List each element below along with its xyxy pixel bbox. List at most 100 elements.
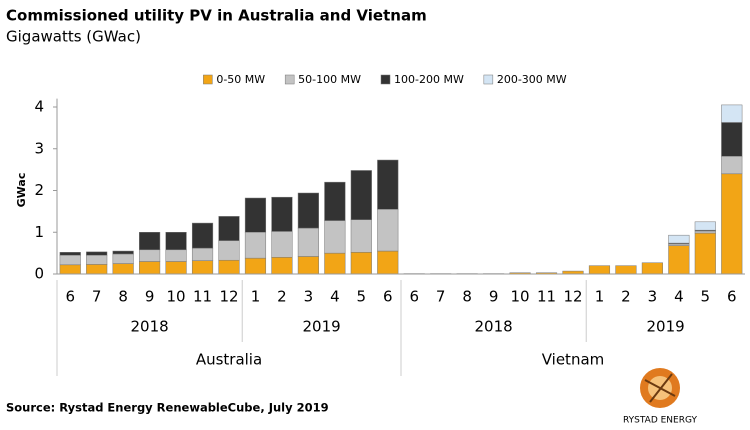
x-tick-label: 10 <box>511 288 530 306</box>
bar-segment <box>271 196 293 232</box>
bar-segment <box>86 251 108 256</box>
legend-label: 100-200 MW <box>394 73 464 86</box>
legend-label: 200-300 MW <box>497 73 567 86</box>
bar-segment <box>694 232 716 275</box>
logo <box>640 368 680 408</box>
legend-swatch <box>380 74 391 85</box>
bar-segment <box>112 253 134 264</box>
y-tick-label: 2 <box>34 181 44 199</box>
logo-lines <box>644 373 676 403</box>
source: Source: Rystad Energy RenewableCube, Jul… <box>6 401 329 415</box>
y-axis-label: GWac <box>15 173 28 208</box>
bar-segment <box>641 262 663 275</box>
y-tick-label: 3 <box>34 139 44 157</box>
bar-segment <box>139 261 161 275</box>
bar-segment <box>59 252 81 256</box>
bar-segment <box>165 261 187 275</box>
x-tick-label: 6 <box>65 288 75 306</box>
bar-segment <box>721 122 743 157</box>
bar-segment <box>350 170 372 220</box>
x-tick-label: 5 <box>357 288 367 306</box>
year-label: 2019 <box>647 318 685 336</box>
bar-segment <box>244 232 267 259</box>
group-label: Vietnam <box>542 351 605 369</box>
x-tick-label: 4 <box>330 288 340 306</box>
bar-segment <box>271 231 293 258</box>
x-tick-label: 6 <box>383 288 393 306</box>
bar-segment <box>668 245 690 275</box>
x-tick-label: 1 <box>595 288 605 306</box>
y-tick-label: 0 <box>34 265 44 283</box>
bar-segment <box>165 249 187 262</box>
year-label: 2018 <box>475 318 513 336</box>
x-tick-label: 11 <box>537 288 556 306</box>
y-tick-label: 1 <box>34 223 44 241</box>
x-tick-label: 7 <box>92 288 102 306</box>
bar-segment <box>218 259 240 275</box>
bar-segment <box>721 104 743 123</box>
bar-segment <box>588 265 611 275</box>
x-tick-label: 10 <box>167 288 186 306</box>
x-tick-label: 4 <box>674 288 684 306</box>
legend-label: 0-50 MW <box>216 73 265 86</box>
bar-segment <box>112 250 134 255</box>
x-tick-label: 1 <box>251 288 261 306</box>
bar-segment <box>59 264 81 275</box>
bar-segment <box>191 222 214 249</box>
legend-swatch <box>284 74 295 85</box>
bar-segment <box>324 252 346 275</box>
bar-segment <box>112 263 134 275</box>
x-tick-label: 8 <box>462 288 472 306</box>
bar-segment <box>297 256 319 275</box>
bar-segment <box>377 209 399 252</box>
x-tick-label: 3 <box>304 288 314 306</box>
bar-segment <box>139 249 161 262</box>
bar-segment <box>350 219 372 253</box>
bar-segment <box>350 252 372 275</box>
legend-label: 50-100 MW <box>298 73 361 86</box>
x-tick-label: 6 <box>409 288 419 306</box>
bar-segment <box>191 260 214 275</box>
bar-segment <box>86 264 108 275</box>
x-tick-label: 5 <box>701 288 711 306</box>
bar-segment <box>244 257 267 275</box>
year-label: 2019 <box>303 318 341 336</box>
bar-segment <box>324 220 346 254</box>
chart-title: Commissioned utility PV in Australia and… <box>6 7 427 25</box>
x-tick-label: 12 <box>219 288 238 306</box>
bar-segment <box>668 234 690 244</box>
bar-segment <box>86 254 108 265</box>
bar-segment <box>694 221 716 231</box>
brand: RYSTAD ENERGY <box>623 416 698 426</box>
legend-swatch <box>483 74 494 85</box>
x-tick-label: 12 <box>563 288 582 306</box>
x-tick-label: 7 <box>436 288 446 306</box>
bar-segment <box>297 227 319 257</box>
x-tick-label: 8 <box>118 288 128 306</box>
x-tick-label: 2 <box>277 288 287 306</box>
bar-segment <box>668 243 690 246</box>
bar-segment <box>297 192 319 229</box>
bar-segment <box>59 254 81 266</box>
x-tick-label: 11 <box>193 288 212 306</box>
bar-segment <box>191 247 214 261</box>
bar-segment <box>165 232 187 251</box>
x-tick-label: 2 <box>621 288 631 306</box>
bar-segment <box>377 159 399 210</box>
x-tick-label: 6 <box>727 288 737 306</box>
bar-segment <box>218 216 240 241</box>
bar-segment <box>377 250 399 275</box>
chart-subtitle: Gigawatts (GWac) <box>6 28 141 46</box>
bar-segment <box>721 156 743 175</box>
legend-swatch <box>203 74 213 85</box>
x-tick-label: 3 <box>648 288 658 306</box>
x-tick-label: 9 <box>489 288 499 306</box>
bar-segment <box>244 197 267 233</box>
bar-segment <box>721 173 743 275</box>
year-label: 2018 <box>131 318 169 336</box>
bar-segment <box>271 257 293 275</box>
bar-segment <box>615 265 637 275</box>
x-tick-label: 9 <box>145 288 155 306</box>
group-label: Australia <box>196 351 262 369</box>
